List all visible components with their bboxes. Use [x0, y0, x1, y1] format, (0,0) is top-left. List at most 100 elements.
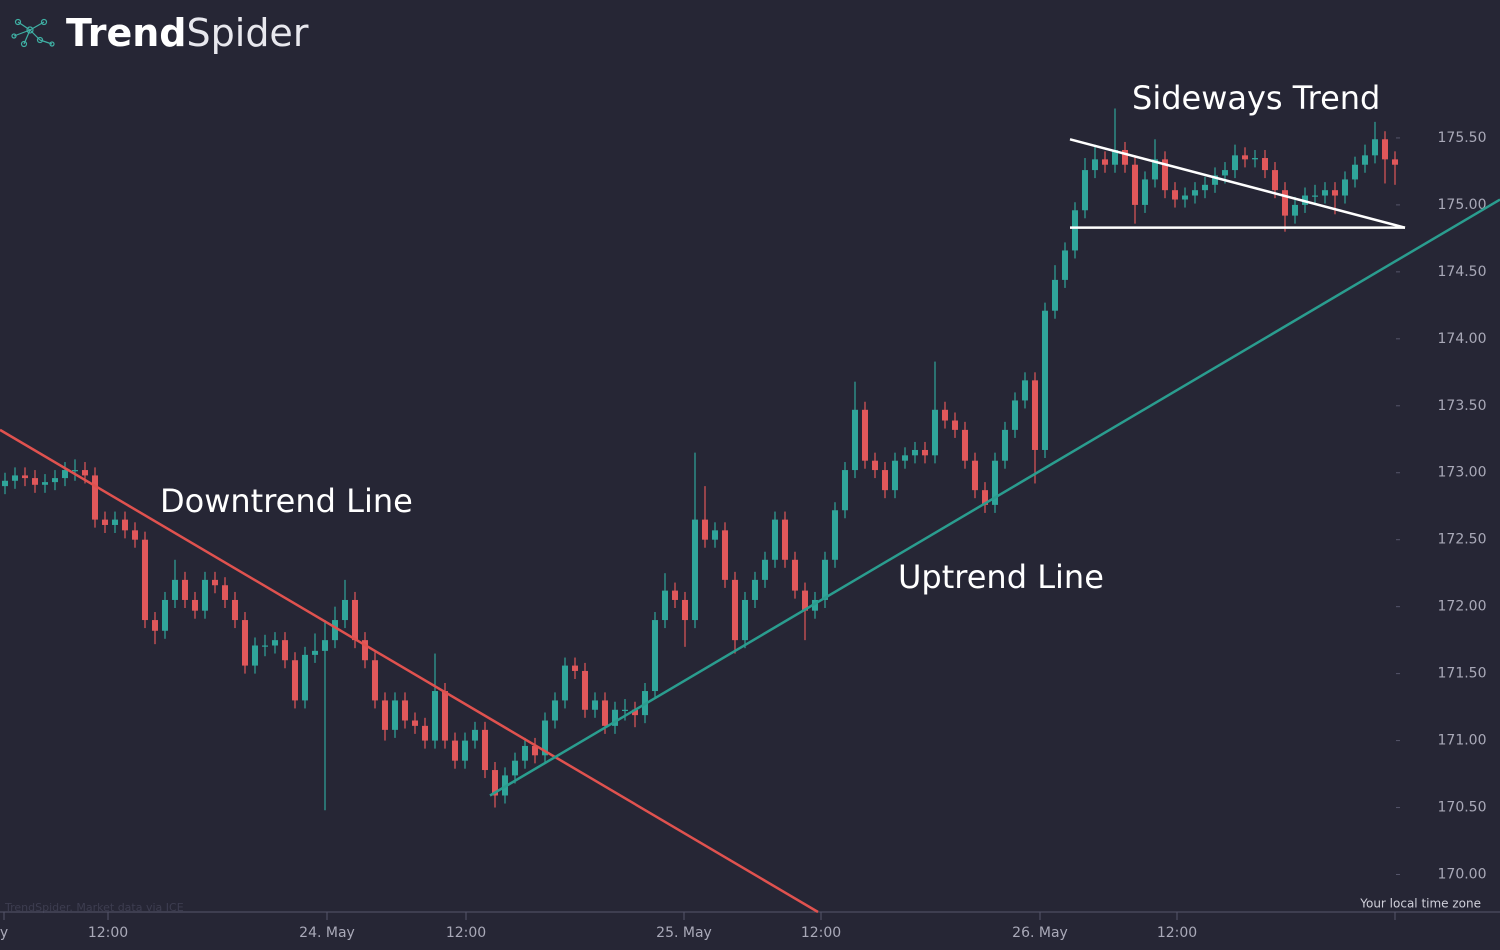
candle-body [772, 519, 778, 560]
candle-body [582, 670, 588, 710]
candle-body [212, 579, 218, 586]
annotation: Downtrend Line [160, 482, 413, 520]
candle-body [672, 590, 678, 600]
candle-body [602, 700, 608, 726]
candle-body [82, 470, 88, 476]
candle-body [732, 579, 738, 641]
candle-body [1272, 170, 1278, 191]
candle-body [622, 709, 628, 711]
candle-body [1152, 159, 1158, 180]
candle-body [222, 585, 228, 600]
candle-body [542, 720, 548, 756]
candle-body [362, 640, 368, 661]
candle-body [1202, 184, 1208, 191]
candle-body [282, 640, 288, 661]
x-tick-label: 12:00 [88, 925, 128, 941]
candle-body [1052, 279, 1058, 311]
y-tick-label: 173.00 [1438, 465, 1487, 481]
logo-bold: Trend [66, 11, 187, 55]
logo-light: Spider [187, 11, 309, 55]
candle-body [712, 530, 718, 540]
trend-line [489, 198, 1500, 797]
candle-body [442, 691, 448, 741]
candle-body [932, 409, 938, 456]
candle-body [302, 654, 308, 701]
candle-body [822, 559, 828, 600]
candle-body [1342, 179, 1348, 196]
candle-body [1162, 159, 1168, 191]
candle-body [1132, 164, 1138, 205]
logo-icon [11, 18, 55, 48]
candle-body [1222, 170, 1228, 176]
candle-body [1122, 149, 1128, 165]
plot-area [2, 108, 1398, 811]
candle-body [1092, 159, 1098, 171]
candle-body [412, 720, 418, 726]
candle-body [1372, 139, 1378, 156]
x-tick-label: 24. May [299, 925, 355, 941]
candle-body [792, 559, 798, 591]
candle-body [1142, 179, 1148, 205]
x-tick-label: 12:00 [1157, 925, 1197, 941]
candle-body [1112, 149, 1118, 165]
candle-body [1382, 139, 1388, 160]
candle-body [322, 640, 328, 651]
candle-body [132, 530, 138, 540]
x-tick-label: 12:00 [801, 925, 841, 941]
candle-body [1262, 158, 1268, 171]
candle-body [512, 760, 518, 776]
candle-body [122, 519, 128, 531]
candle-body [1192, 190, 1198, 196]
candle-body [62, 470, 68, 479]
candle-body [342, 599, 348, 621]
candle-body [612, 709, 618, 726]
candle-body [1332, 190, 1338, 196]
candle-body [1062, 250, 1068, 280]
candle-body [722, 530, 728, 580]
candle-body [972, 460, 978, 491]
candle-body [742, 599, 748, 641]
candle-body [572, 665, 578, 671]
candle-body [902, 455, 908, 461]
candle-body [852, 409, 858, 471]
candle-body [1392, 159, 1398, 165]
y-tick-label: 175.50 [1438, 130, 1487, 146]
y-tick-label: 171.00 [1438, 733, 1487, 749]
candle-body [522, 745, 528, 761]
candle-body [532, 745, 538, 756]
candle-body [142, 539, 148, 621]
candle-body [482, 729, 488, 771]
candle-body [162, 599, 168, 631]
candle-body [312, 650, 318, 655]
y-tick-label: 170.00 [1438, 867, 1487, 883]
candle-body [552, 700, 558, 721]
candle-body [102, 519, 108, 525]
candle-body [392, 700, 398, 730]
candle-body [152, 620, 158, 631]
candle-body [1102, 159, 1108, 165]
y-tick-label: 172.00 [1438, 599, 1487, 615]
candle-body [492, 770, 498, 796]
candle-body [262, 645, 268, 647]
candle-body [1172, 190, 1178, 200]
candle-body [1242, 155, 1248, 160]
candle-body [12, 475, 18, 481]
candle-body [432, 691, 438, 741]
trend-line [1069, 138, 1406, 229]
candle-body [652, 620, 658, 692]
candle-body [952, 420, 958, 430]
trend-line [0, 428, 819, 914]
x-tick-label: y [0, 925, 8, 941]
candle-body [252, 645, 258, 666]
candle-body [1032, 380, 1038, 450]
candle-body [662, 590, 668, 621]
candle-body [112, 519, 118, 525]
candle-body [1312, 195, 1318, 197]
candle-body [632, 709, 638, 716]
candle-body [892, 460, 898, 491]
candle-body [842, 470, 848, 511]
candle-body [562, 665, 568, 701]
candle-body [1282, 190, 1288, 216]
